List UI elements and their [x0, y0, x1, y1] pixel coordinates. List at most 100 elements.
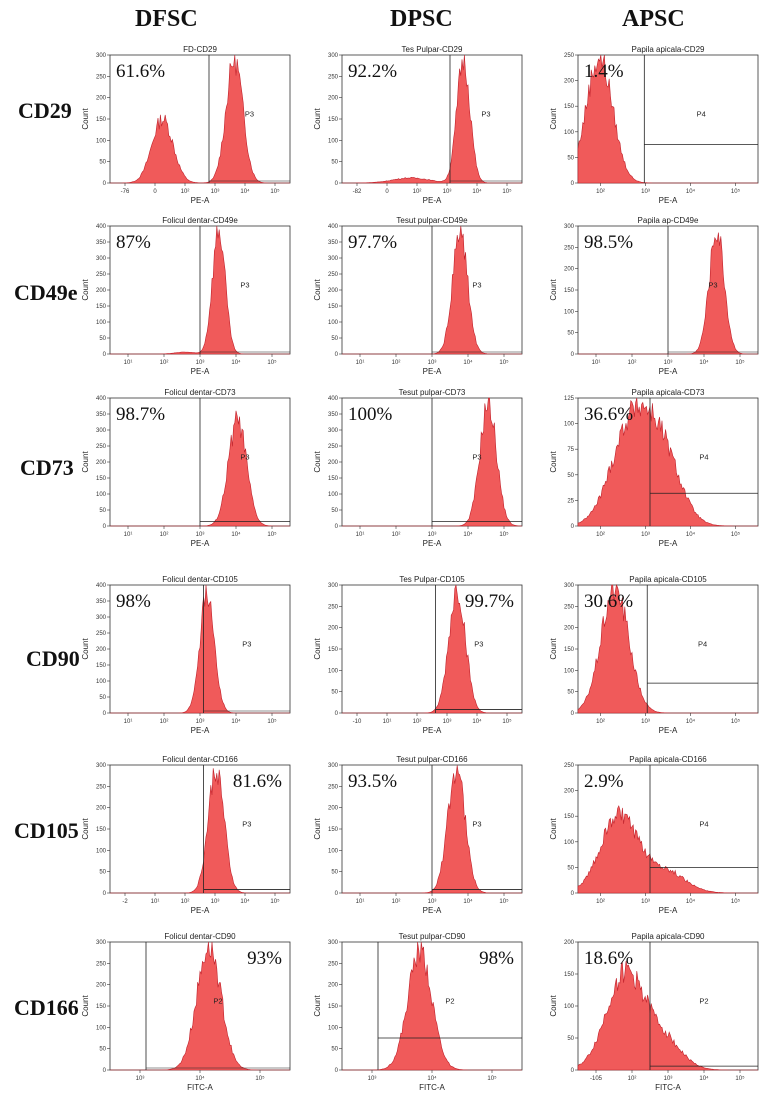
gate-label: P2: [445, 996, 454, 1005]
histogram-papila-apicala-cd166: Papila apicala-CD166 P4 2.9% 0 50 100 150 200 25…: [549, 755, 759, 915]
x-tick-label: 0: [385, 189, 389, 195]
panel-title: Papila apicala-CD90: [632, 932, 705, 941]
y-tick-label: 50: [99, 1047, 106, 1053]
y-tick-label: 50: [99, 508, 106, 514]
y-axis-label: Count: [549, 995, 558, 1017]
percentage-label: 2.9%: [584, 771, 624, 792]
histogram-series: [110, 768, 290, 894]
histogram-papila-apicala-cd105: Papila apicala-CD105 P4 30.6% 0 50 100 150 200 2…: [549, 575, 759, 735]
y-tick-label: 300: [328, 583, 339, 589]
row-header-cd105: CD105: [14, 818, 79, 843]
x-tick-label: 10²: [628, 360, 637, 366]
y-tick-label: 100: [328, 492, 339, 498]
percentage-label: 61.6%: [116, 61, 165, 82]
x-tick-label: 10³: [641, 899, 650, 905]
y-tick-label: 200: [328, 626, 339, 632]
x-tick-label: 10²: [596, 899, 605, 905]
percentage-label: 87%: [116, 232, 151, 253]
x-tick-label: 10⁴: [195, 1075, 205, 1082]
y-axis-label: Count: [313, 638, 322, 660]
y-tick-label: 0: [103, 711, 107, 717]
panel-title: Papila apicala-CD105: [629, 575, 707, 584]
y-tick-label: 300: [328, 256, 339, 262]
y-tick-label: 0: [571, 181, 575, 187]
y-tick-label: 0: [571, 711, 575, 717]
x-tick-label: 10⁵: [502, 188, 512, 195]
y-tick-label: 100: [564, 840, 575, 846]
y-tick-label: 150: [96, 827, 107, 833]
y-tick-label: 200: [564, 626, 575, 632]
y-tick-label: 50: [567, 473, 574, 479]
y-tick-label: 300: [564, 224, 575, 230]
gate-label: P3: [245, 109, 254, 118]
y-tick-label: 250: [328, 604, 339, 610]
y-tick-label: 50: [567, 690, 574, 696]
y-tick-label: 0: [103, 181, 107, 187]
y-axis-label: Count: [81, 818, 90, 840]
x-tick-label: 10¹: [356, 532, 365, 538]
y-tick-label: 250: [564, 604, 575, 610]
gate-label: P4: [699, 452, 708, 461]
y-axis-label: Count: [313, 995, 322, 1017]
x-tick-label: 10⁵: [499, 531, 509, 538]
y-tick-label: 50: [99, 695, 106, 701]
y-tick-label: 150: [96, 117, 107, 123]
histogram-series: [342, 765, 522, 894]
y-tick-label: 150: [564, 972, 575, 978]
y-tick-label: 250: [96, 74, 107, 80]
histogram-tesut-pulpar-cd90: Tesut pulpar-CD90 P2 98% 0 50 100 150 200 250 300…: [313, 932, 523, 1092]
percentage-label: 98%: [116, 591, 151, 612]
y-tick-label: 100: [328, 138, 339, 144]
x-tick-label: 10¹: [592, 360, 601, 366]
x-axis-label: PE-A: [191, 196, 210, 205]
panel-title: Tesut pulpar-CD49e: [396, 216, 468, 225]
x-tick-label: 10³: [428, 532, 437, 538]
y-tick-label: 0: [571, 891, 575, 897]
x-tick-label: 10⁴: [231, 359, 241, 366]
row-header-cd90: CD90: [26, 646, 80, 671]
x-tick-label: 10⁴: [686, 188, 696, 195]
y-tick-label: 400: [96, 224, 107, 230]
gate-label: P3: [242, 639, 251, 648]
y-tick-label: 50: [331, 870, 338, 876]
y-tick-label: 300: [564, 583, 575, 589]
histogram-series: [577, 584, 758, 714]
histogram-series: [342, 397, 522, 527]
y-tick-label: 350: [96, 412, 107, 418]
y-tick-label: 150: [328, 476, 339, 482]
y-tick-label: 150: [96, 476, 107, 482]
x-tick-label: 10²: [392, 899, 401, 905]
y-tick-label: 300: [328, 763, 339, 769]
y-tick-label: 100: [328, 848, 339, 854]
x-tick-label: 10⁵: [731, 718, 741, 725]
y-axis-label: Count: [313, 279, 322, 301]
x-tick-label: 10¹: [124, 532, 133, 538]
y-tick-label: 300: [96, 428, 107, 434]
x-tick-label: 10⁴: [686, 718, 696, 725]
x-tick-label: 10²: [596, 189, 605, 195]
percentage-label: 100%: [348, 404, 393, 425]
x-tick-label: 10³: [428, 360, 437, 366]
panel-title: Folicul dentar-CD73: [164, 388, 236, 397]
y-tick-label: 200: [564, 940, 575, 946]
x-tick-label: 10³: [211, 189, 220, 195]
histogram-papila-apicala-cd73: Papila apicala-CD73 P4 36.6% 0 25 50 75 100 125 1…: [549, 388, 759, 548]
percentage-label: 81.6%: [233, 771, 282, 792]
y-tick-label: 150: [328, 1004, 339, 1010]
x-tick-label: 10⁴: [699, 1075, 709, 1082]
x-tick-label: 10⁴: [686, 898, 696, 905]
percentage-label: 36.6%: [584, 404, 633, 425]
percentage-label: 30.6%: [584, 591, 633, 612]
gate-label: P2: [213, 996, 222, 1005]
y-axis-label: Count: [313, 818, 322, 840]
y-tick-label: 100: [564, 130, 575, 136]
y-axis-label: Count: [81, 451, 90, 473]
x-axis-label: FITC-A: [419, 1083, 445, 1092]
gate-label: P3: [240, 280, 249, 289]
percentage-label: 99.7%: [465, 591, 514, 612]
panel-title: Tesut pulpar-CD90: [399, 932, 466, 941]
y-tick-label: 0: [335, 524, 339, 530]
panel-title: Papila ap-CD49e: [638, 216, 699, 225]
y-tick-label: 0: [571, 524, 575, 530]
x-tick-label: 10³: [196, 719, 205, 725]
